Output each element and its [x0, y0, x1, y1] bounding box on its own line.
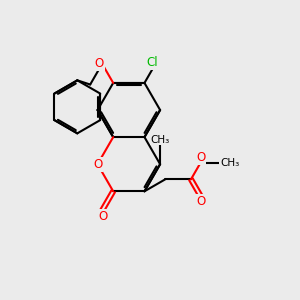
- Text: O: O: [196, 195, 205, 208]
- Text: CH₃: CH₃: [151, 135, 170, 145]
- Text: O: O: [196, 151, 205, 164]
- Text: O: O: [93, 158, 102, 171]
- Text: CH₃: CH₃: [220, 158, 239, 168]
- Text: Cl: Cl: [146, 56, 158, 69]
- Text: O: O: [94, 57, 104, 70]
- Text: O: O: [98, 210, 108, 223]
